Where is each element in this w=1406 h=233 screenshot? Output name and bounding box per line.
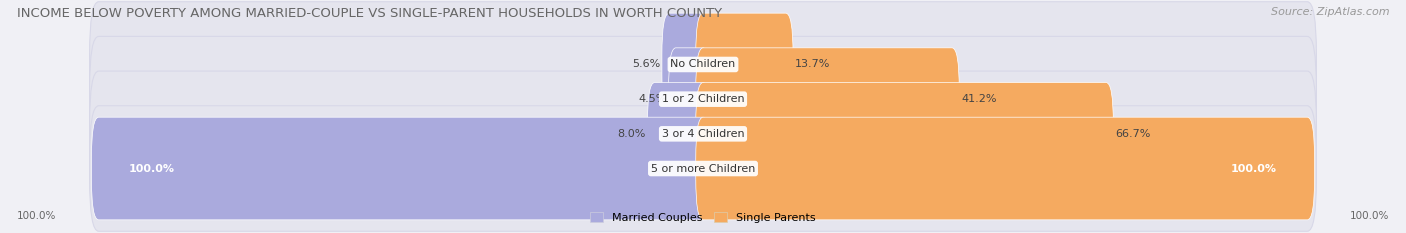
Text: 13.7%: 13.7%	[794, 59, 830, 69]
FancyBboxPatch shape	[91, 117, 710, 220]
Text: No Children: No Children	[671, 59, 735, 69]
FancyBboxPatch shape	[696, 117, 1315, 220]
Text: 100.0%: 100.0%	[129, 164, 174, 174]
FancyBboxPatch shape	[90, 106, 1316, 231]
FancyBboxPatch shape	[90, 36, 1316, 162]
Text: 3 or 4 Children: 3 or 4 Children	[662, 129, 744, 139]
FancyBboxPatch shape	[90, 71, 1316, 197]
FancyBboxPatch shape	[669, 48, 710, 151]
FancyBboxPatch shape	[696, 48, 959, 151]
Text: 100.0%: 100.0%	[17, 211, 56, 221]
Text: 5 or more Children: 5 or more Children	[651, 164, 755, 174]
Text: 5.6%: 5.6%	[631, 59, 659, 69]
FancyBboxPatch shape	[647, 82, 710, 185]
FancyBboxPatch shape	[696, 13, 793, 116]
Text: 100.0%: 100.0%	[1232, 164, 1277, 174]
Legend: Married Couples, Single Parents: Married Couples, Single Parents	[586, 208, 820, 227]
Text: 66.7%: 66.7%	[1115, 129, 1150, 139]
FancyBboxPatch shape	[90, 2, 1316, 127]
Text: 4.5%: 4.5%	[638, 94, 666, 104]
FancyBboxPatch shape	[662, 13, 710, 116]
Text: INCOME BELOW POVERTY AMONG MARRIED-COUPLE VS SINGLE-PARENT HOUSEHOLDS IN WORTH C: INCOME BELOW POVERTY AMONG MARRIED-COUPL…	[17, 7, 723, 20]
Text: 100.0%: 100.0%	[1350, 211, 1389, 221]
FancyBboxPatch shape	[696, 82, 1114, 185]
Text: 1 or 2 Children: 1 or 2 Children	[662, 94, 744, 104]
Text: 41.2%: 41.2%	[962, 94, 997, 104]
Text: Source: ZipAtlas.com: Source: ZipAtlas.com	[1271, 7, 1389, 17]
Text: 8.0%: 8.0%	[617, 129, 645, 139]
